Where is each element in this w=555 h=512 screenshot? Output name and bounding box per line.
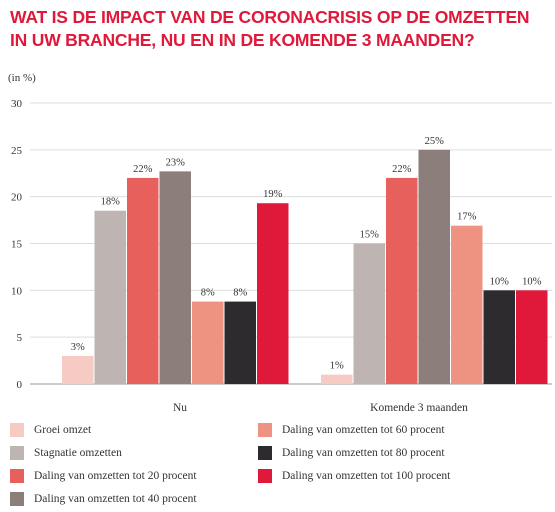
data-label: 8% bbox=[233, 288, 247, 299]
chart-title-line-2: IN UW BRANCHE, NU EN IN DE KOMENDE 3 MAA… bbox=[10, 30, 475, 50]
chart-title: WAT IS DE IMPACT VAN DE CORONACRISIS OP … bbox=[10, 6, 550, 52]
data-label: 15% bbox=[360, 230, 380, 241]
legend-swatch bbox=[258, 469, 272, 483]
legend-swatch bbox=[10, 446, 24, 460]
bar bbox=[483, 290, 515, 384]
data-label: 8% bbox=[201, 288, 215, 299]
y-tick-label: 10 bbox=[11, 285, 23, 297]
legend-swatch bbox=[10, 423, 24, 437]
bar bbox=[62, 355, 94, 384]
chart-title-line-1: WAT IS DE IMPACT VAN DE CORONACRISIS OP … bbox=[10, 7, 530, 27]
data-label: 10% bbox=[490, 276, 510, 287]
y-tick-label: 20 bbox=[11, 192, 23, 204]
legend-item: Daling van omzetten tot 100 procent bbox=[258, 469, 450, 483]
y-tick-label: 5 bbox=[17, 332, 23, 344]
bar bbox=[257, 203, 289, 384]
bar bbox=[224, 301, 256, 384]
data-label: 22% bbox=[133, 164, 153, 175]
legend-label: Daling van omzetten tot 80 procent bbox=[282, 447, 445, 459]
y-tick-label: 15 bbox=[11, 239, 23, 251]
bar bbox=[451, 225, 483, 384]
legend-label: Daling van omzetten tot 20 procent bbox=[34, 470, 197, 482]
bar-chart: (in %) 0 5 10 15 20 25 30 3% 18% 22% 23% 8% 8% 19% Nu 1%… bbox=[8, 72, 552, 414]
data-label: 23% bbox=[166, 157, 186, 168]
bar bbox=[418, 149, 450, 384]
legend-item: Daling van omzetten tot 60 procent bbox=[258, 423, 445, 437]
legend-swatch bbox=[258, 423, 272, 437]
bar bbox=[127, 177, 159, 384]
legend-item: Daling van omzetten tot 80 procent bbox=[258, 446, 445, 460]
legend-swatch bbox=[10, 469, 24, 483]
legend-label: Daling van omzetten tot 40 procent bbox=[34, 493, 197, 505]
bar bbox=[94, 210, 126, 384]
legend-item: Daling van omzetten tot 40 procent bbox=[10, 492, 197, 506]
y-tick-label: 30 bbox=[11, 98, 23, 110]
bar bbox=[159, 171, 191, 384]
y-axis-label: (in %) bbox=[8, 72, 36, 84]
legend-label: Stagnatie omzetten bbox=[34, 447, 122, 459]
bar bbox=[516, 290, 548, 384]
data-label: 18% bbox=[101, 197, 121, 208]
legend-item: Daling van omzetten tot 20 procent bbox=[10, 469, 197, 483]
chart-legend: Groei omzet Stagnatie omzetten Daling van … bbox=[0, 420, 555, 512]
legend-label: Daling van omzetten tot 60 procent bbox=[282, 424, 445, 436]
legend-label: Daling van omzetten tot 100 procent bbox=[282, 470, 451, 482]
y-tick-label: 25 bbox=[11, 145, 23, 157]
data-label: 3% bbox=[71, 342, 85, 353]
data-label: 22% bbox=[392, 164, 412, 175]
bar bbox=[192, 301, 224, 384]
legend-swatch bbox=[258, 446, 272, 460]
data-label: 19% bbox=[263, 189, 283, 200]
x-tick-label: Nu bbox=[173, 402, 187, 414]
legend-item: Groei omzet bbox=[10, 423, 91, 437]
bar bbox=[353, 243, 385, 384]
data-label: 25% bbox=[425, 136, 445, 147]
legend-label: Groei omzet bbox=[34, 424, 92, 436]
legend-item: Stagnatie omzetten bbox=[10, 446, 122, 460]
legend-swatch bbox=[10, 492, 24, 506]
y-tick-label: 0 bbox=[17, 379, 23, 391]
data-label: 1% bbox=[330, 361, 344, 372]
data-label: 10% bbox=[522, 276, 542, 287]
bar bbox=[386, 177, 418, 384]
x-tick-label: Komende 3 maanden bbox=[370, 402, 468, 414]
data-label: 17% bbox=[457, 212, 477, 223]
bar bbox=[321, 374, 353, 384]
